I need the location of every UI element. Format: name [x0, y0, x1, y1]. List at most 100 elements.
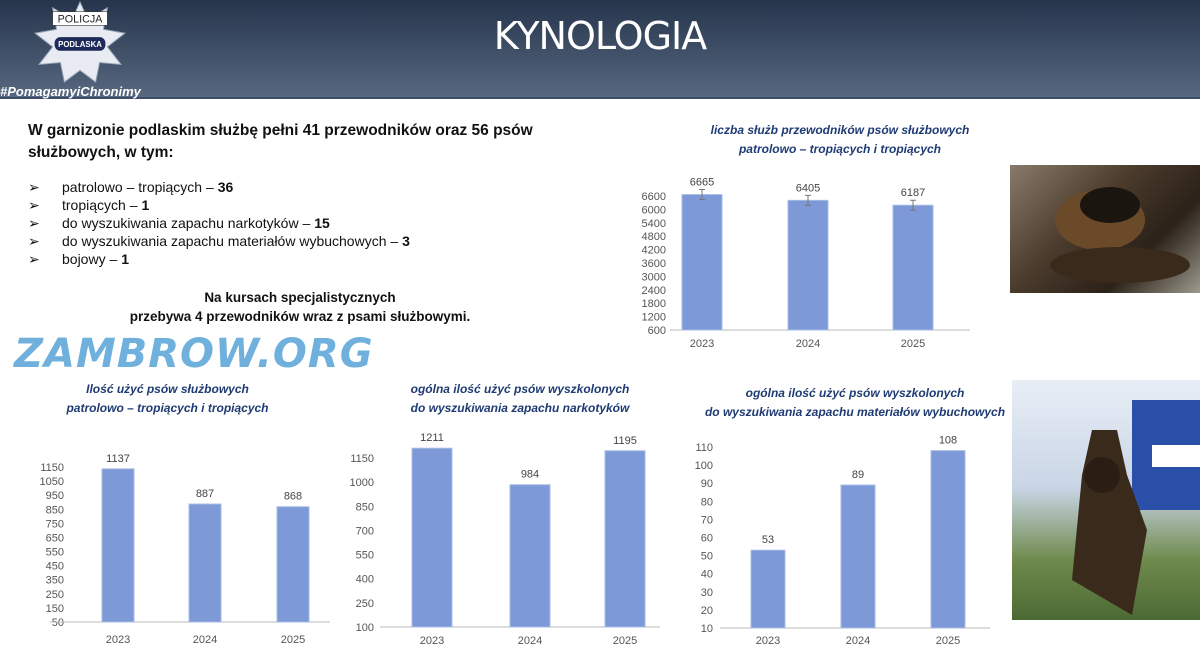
chart-3-title-line1: ogólna ilość użyć psów wyszkolonych — [410, 382, 630, 396]
y-tick-label: 6000 — [642, 204, 666, 216]
y-tick-label: 950 — [46, 490, 64, 502]
list-item: ➢ patrolowo – tropiących –36 — [28, 178, 410, 196]
police-star-logo: POLICJA PODLASKA — [33, 0, 127, 83]
x-tick-label: 2025 — [936, 635, 960, 647]
y-tick-label: 250 — [46, 589, 64, 601]
list-item-label: tropiących – — [62, 197, 138, 213]
chart-2-title: Ilość użyć psów służbowych patrolowo – tr… — [40, 380, 295, 418]
data-label: 53 — [762, 534, 774, 546]
chart-1-title: liczba służb przewodników psów służbowyc… — [690, 121, 990, 159]
hashtag: #PomagamyiChronimy — [0, 84, 141, 99]
error-bar — [910, 199, 916, 211]
y-tick-label: 450 — [46, 561, 64, 573]
chart-2-title-line1: Ilość użyć psów służbowych — [86, 382, 249, 396]
y-tick-label: 2400 — [642, 285, 666, 297]
list-item-value: 36 — [217, 179, 234, 195]
data-label: 984 — [521, 469, 539, 481]
y-tick-label: 80 — [701, 496, 713, 508]
y-tick-label: 850 — [356, 501, 374, 513]
list-item-value: 1 — [121, 251, 130, 267]
chart-3-title-line2: do wyszukiwania zapachu narkotyków — [410, 401, 630, 415]
x-tick-label: 2023 — [420, 635, 444, 647]
bar-2024 — [787, 199, 829, 331]
y-tick-label: 700 — [356, 525, 374, 537]
list-item-label: do wyszukiwania zapachu narkotyków – — [62, 215, 311, 231]
bar-2024 — [840, 484, 876, 629]
list-item: ➢ do wyszukiwania zapachu materiałów wybu… — [28, 232, 410, 250]
y-tick-label: 90 — [701, 478, 713, 490]
arrow-bullet-icon: ➢ — [28, 233, 40, 249]
y-tick-label: 40 — [701, 569, 713, 581]
y-tick-label: 1000 — [350, 477, 374, 489]
bar-2023 — [681, 194, 723, 331]
watermark-logo: ZAMBROW.ORG — [14, 331, 374, 377]
y-tick-label: 4200 — [642, 245, 666, 257]
y-tick-label: 250 — [356, 598, 374, 610]
arrow-bullet-icon: ➢ — [28, 179, 40, 195]
bar-2025 — [604, 450, 646, 628]
dog-type-list: ➢ patrolowo – tropiących –36 ➢ tropiących –… — [28, 178, 410, 268]
y-tick-label: 50 — [701, 551, 713, 563]
bar-2023 — [750, 549, 786, 629]
x-tick-label: 2025 — [613, 635, 637, 647]
data-label: 108 — [939, 435, 957, 447]
data-label: 1211 — [420, 432, 444, 444]
y-tick-label: 1150 — [350, 453, 374, 465]
y-tick-label: 110 — [695, 442, 713, 454]
bar-2024 — [188, 503, 222, 623]
list-item: ➢ do wyszukiwania zapachu narkotyków –15 — [28, 214, 410, 232]
error-bar — [699, 189, 705, 201]
x-tick-label: 2023 — [756, 635, 780, 647]
error-bar — [805, 194, 811, 206]
intro-text: W garnizonie podlaskim służbę pełni 41 p… — [28, 122, 533, 161]
x-tick-label: 2025 — [281, 634, 305, 646]
y-tick-label: 20 — [701, 605, 713, 617]
arrow-bullet-icon: ➢ — [28, 215, 40, 231]
chart-3-title: ogólna ilość użyć psów wyszkolonych do wy… — [380, 380, 660, 418]
y-tick-label: 600 — [648, 325, 666, 337]
y-tick-label: 30 — [701, 587, 713, 599]
x-tick-label: 2024 — [796, 338, 820, 350]
data-label: 1137 — [106, 453, 130, 465]
list-item-label: do wyszukiwania zapachu materiałów wybuc… — [62, 233, 399, 249]
chart-2-title-line2: patrolowo – tropiących i tropiących — [66, 401, 269, 415]
y-tick-label: 550 — [46, 547, 64, 559]
y-tick-label: 4800 — [642, 231, 666, 243]
x-tick-label: 2024 — [518, 635, 542, 647]
bar-2025 — [930, 450, 966, 629]
chart-4-title: ogólna ilość użyć psów wyszkolonych do wy… — [700, 384, 1010, 422]
data-label: 6665 — [690, 177, 714, 189]
chart-1-title-line1: liczba służb przewodników psów służbowyc… — [710, 123, 970, 137]
list-item: ➢ tropiących –1 — [28, 196, 410, 214]
page-title: KYNOLOGIA — [493, 14, 708, 58]
y-tick-label: 70 — [701, 514, 713, 526]
data-label: 6187 — [901, 187, 925, 199]
police-dog-photo-1 — [1010, 165, 1200, 293]
list-item-label: bojowy – — [62, 251, 118, 267]
dog-illustration-1 — [1050, 187, 1190, 283]
x-tick-label: 2023 — [690, 338, 714, 350]
y-tick-label: 50 — [52, 617, 64, 629]
y-tick-label: 350 — [46, 575, 64, 587]
data-label: 89 — [852, 469, 864, 481]
y-tick-label: 550 — [356, 550, 374, 562]
data-label: 868 — [284, 491, 302, 503]
y-tick-label: 100 — [356, 622, 374, 634]
header: POLICJA PODLASKA #PomagamyiChronimy KYNO… — [0, 0, 1200, 99]
list-item-value: 15 — [314, 215, 330, 231]
bar-2024 — [509, 484, 551, 628]
bar-2023 — [101, 468, 135, 623]
y-tick-label: 1800 — [642, 298, 666, 310]
y-tick-label: 60 — [701, 533, 713, 545]
bar-2025 — [892, 204, 934, 331]
y-tick-label: 850 — [46, 504, 64, 516]
y-tick-label: 6600 — [642, 191, 666, 203]
x-tick-label: 2024 — [846, 635, 870, 647]
x-tick-label: 2024 — [193, 634, 217, 646]
data-label: 887 — [196, 488, 214, 500]
list-item-label: patrolowo – tropiących – — [62, 179, 214, 195]
y-tick-label: 750 — [46, 518, 64, 530]
y-tick-label: 1200 — [642, 312, 666, 324]
dog-illustration-2 — [1072, 400, 1200, 615]
bar-2023 — [411, 447, 453, 628]
